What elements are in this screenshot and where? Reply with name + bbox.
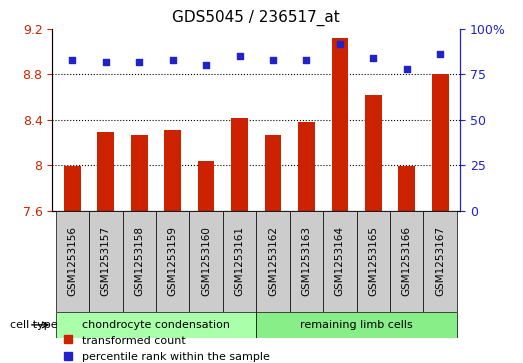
Bar xyxy=(399,166,415,211)
Point xyxy=(403,66,411,72)
Bar xyxy=(89,211,122,312)
Legend: transformed count, percentile rank within the sample: transformed count, percentile rank withi… xyxy=(58,330,275,363)
Point xyxy=(168,57,177,63)
Text: GSM1253158: GSM1253158 xyxy=(134,227,144,296)
Bar xyxy=(131,135,147,211)
Bar xyxy=(122,211,156,312)
Bar xyxy=(256,211,290,312)
Point xyxy=(369,55,378,61)
Text: GSM1253166: GSM1253166 xyxy=(402,227,412,296)
Text: GSM1253159: GSM1253159 xyxy=(168,227,178,296)
Text: GSM1253165: GSM1253165 xyxy=(368,227,378,296)
Bar xyxy=(231,118,248,211)
Bar xyxy=(265,135,281,211)
Text: remaining limb cells: remaining limb cells xyxy=(300,320,413,330)
Point xyxy=(135,59,143,65)
Bar xyxy=(298,122,315,211)
Text: cell type: cell type xyxy=(10,320,58,330)
Text: GSM1253157: GSM1253157 xyxy=(101,227,111,296)
Text: GSM1253164: GSM1253164 xyxy=(335,227,345,296)
Bar xyxy=(424,211,457,312)
Bar xyxy=(55,312,256,338)
Point xyxy=(336,41,344,46)
Bar xyxy=(64,166,81,211)
Bar xyxy=(256,312,457,338)
Text: GSM1253167: GSM1253167 xyxy=(435,227,445,296)
Bar xyxy=(164,130,181,211)
Point xyxy=(235,53,244,59)
Bar xyxy=(223,211,256,312)
Bar xyxy=(189,211,223,312)
Bar xyxy=(432,74,449,211)
Title: GDS5045 / 236517_at: GDS5045 / 236517_at xyxy=(173,10,340,26)
Bar xyxy=(97,132,114,211)
Bar xyxy=(390,211,424,312)
Text: GSM1253163: GSM1253163 xyxy=(301,227,311,296)
Bar xyxy=(55,211,89,312)
Bar xyxy=(365,95,382,211)
Text: GSM1253161: GSM1253161 xyxy=(234,227,245,296)
Text: GSM1253156: GSM1253156 xyxy=(67,227,77,296)
Text: GSM1253162: GSM1253162 xyxy=(268,227,278,296)
Point xyxy=(101,59,110,65)
Text: chondrocyte condensation: chondrocyte condensation xyxy=(82,320,230,330)
Text: GSM1253160: GSM1253160 xyxy=(201,227,211,296)
Point xyxy=(436,52,445,57)
Bar xyxy=(332,38,348,211)
Point xyxy=(302,57,311,63)
Point xyxy=(68,57,76,63)
Bar xyxy=(156,211,189,312)
Point xyxy=(269,57,277,63)
Bar xyxy=(323,211,357,312)
Bar xyxy=(357,211,390,312)
Bar xyxy=(290,211,323,312)
Bar xyxy=(198,161,214,211)
Point xyxy=(202,62,210,68)
